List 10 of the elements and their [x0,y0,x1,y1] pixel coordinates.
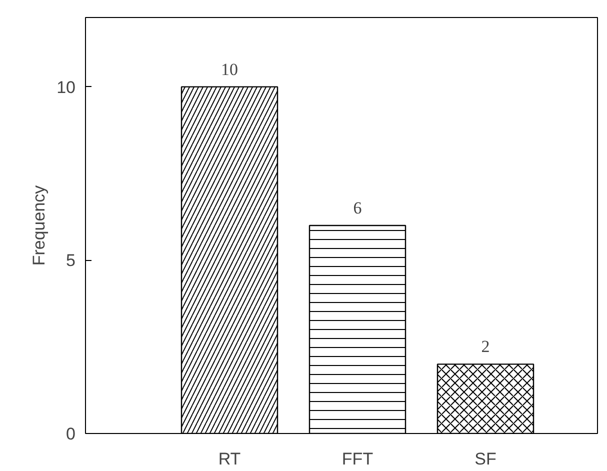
data-label: 2 [481,337,490,356]
data-label: 10 [221,60,238,79]
y-tick-label: 5 [66,251,76,270]
y-axis-title: Frequency [30,184,49,266]
x-tick-label: RT [218,450,241,468]
y-tick-label: 0 [66,424,76,444]
x-tick-label: FFT [342,450,374,468]
x-tick-label: SF [474,450,496,468]
y-tick-label: 10 [56,78,76,97]
data-label: 6 [353,198,362,218]
